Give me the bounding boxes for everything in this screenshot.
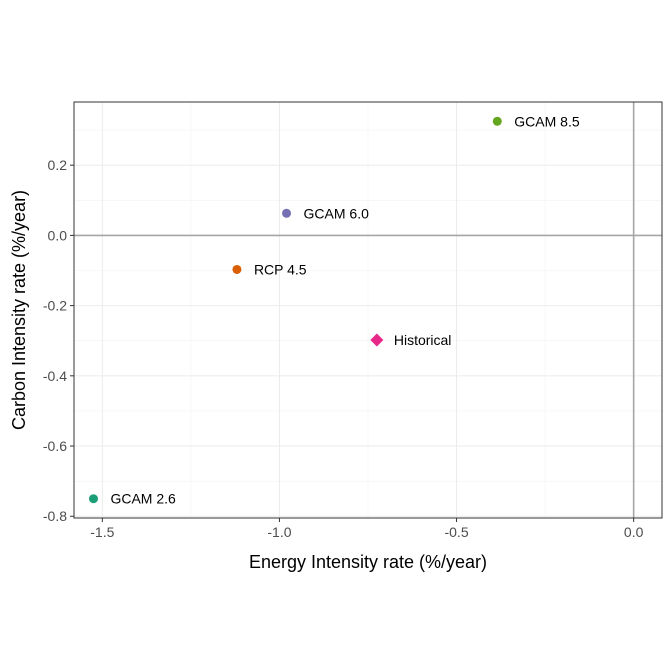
x-tick-label: 0.0: [624, 524, 644, 540]
label-gcam-2-6: GCAM 2.6: [110, 491, 176, 507]
point-gcam-2-6: [88, 494, 98, 504]
label-gcam-6-0: GCAM 6.0: [304, 205, 370, 221]
y-tick-label: -0.4: [43, 368, 67, 384]
data-points: [88, 116, 502, 504]
point-historical: [370, 333, 384, 347]
reference-lines: [74, 102, 662, 518]
x-tick-label: -0.5: [444, 524, 468, 540]
y-axis-ticks: -0.8 -0.6 -0.4 -0.2 0.0 0.2: [43, 157, 74, 524]
y-tick-label: 0.0: [48, 227, 68, 243]
y-tick-label: 0.2: [48, 157, 68, 173]
x-tick-label: -1.5: [90, 524, 114, 540]
label-historical: Historical: [394, 332, 452, 348]
label-gcam-8-5: GCAM 8.5: [514, 113, 580, 129]
x-axis-title: Energy Intensity rate (%/year): [249, 552, 487, 572]
y-tick-label: -0.8: [43, 508, 67, 524]
plot-panel-border: [73, 101, 663, 519]
data-point-labels: GCAM 8.5 GCAM 6.0 RCP 4.5 Historical GCAM 2.…: [110, 113, 579, 506]
y-tick-label: -0.6: [43, 438, 67, 454]
y-axis-title: Carbon Intensity rate (%/year): [9, 190, 29, 430]
label-rcp-4-5: RCP 4.5: [254, 261, 307, 277]
x-axis-ticks: -1.5 -1.0 -0.5 0.0: [90, 518, 644, 540]
point-gcam-6-0: [282, 208, 292, 218]
point-rcp-4-5: [232, 264, 242, 274]
point-gcam-8-5: [492, 116, 502, 126]
x-tick-label: -1.0: [267, 524, 291, 540]
y-tick-label: -0.2: [43, 298, 67, 314]
minor-gridlines: [74, 102, 662, 518]
